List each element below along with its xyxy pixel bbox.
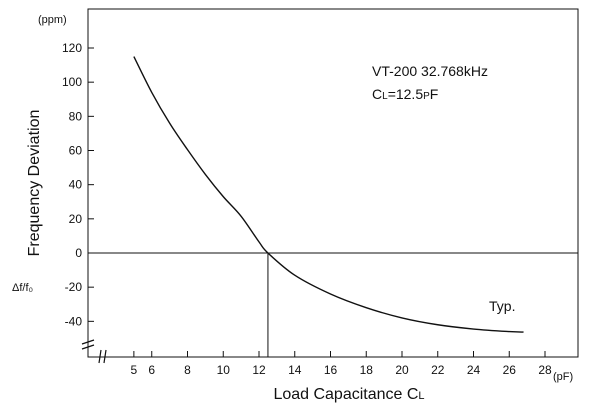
series-line xyxy=(133,56,524,333)
x-tick-label: 6 xyxy=(148,363,155,377)
spec-value: =12.5 xyxy=(388,86,424,102)
spec-sub: L xyxy=(382,91,388,102)
x-axis-label: Load Capacitance CL xyxy=(273,386,424,403)
spec-unit: F xyxy=(430,86,439,102)
x-tick-label: 20 xyxy=(395,363,409,377)
x-tick-label: 18 xyxy=(360,363,374,377)
device-label: VT-200 32.768kHz xyxy=(372,63,488,79)
plot-area xyxy=(87,8,579,358)
spec-c: C xyxy=(372,86,382,102)
y-axis-secondary-label: Δf/f₀ xyxy=(12,282,33,294)
y-tick-label: -20 xyxy=(65,280,83,294)
x-axis-label-main: Load Capacitance C xyxy=(273,386,418,403)
x-tick-label: 24 xyxy=(467,363,481,377)
y-tick-label: 80 xyxy=(69,109,83,123)
x-tick-label: 8 xyxy=(184,363,191,377)
y-axis-break-mark xyxy=(81,339,95,350)
y-tick-label: 60 xyxy=(69,144,83,158)
x-tick-label: 12 xyxy=(252,363,266,377)
y-axis-label: Frequency Deviation xyxy=(26,110,43,257)
spec-unit-small: P xyxy=(423,91,430,102)
series-layer xyxy=(88,56,578,357)
x-tick-label: 26 xyxy=(503,363,517,377)
x-tick-label: 5 xyxy=(131,363,138,377)
x-unit-label: (pF) xyxy=(553,371,573,383)
y-tick-label: 100 xyxy=(62,75,82,89)
x-tick-label: 28 xyxy=(538,363,552,377)
ticks-layer: 120 100 80 60 40 20 0 -20 -40 5 6 8 10 12 14 16 18 20 22 24… xyxy=(62,41,552,377)
y-tick-label: 120 xyxy=(62,41,82,55)
x-axis-label-sub: L xyxy=(418,390,424,402)
x-tick-label: 14 xyxy=(288,363,302,377)
x-tick-label: 16 xyxy=(324,363,338,377)
typ-label: Typ. xyxy=(489,298,515,314)
y-tick-label: -40 xyxy=(65,314,83,328)
y-tick-label: 40 xyxy=(69,178,83,192)
x-tick-label: 10 xyxy=(217,363,231,377)
load-capacitance-spec: CL=12.5PF xyxy=(372,86,438,102)
y-tick-label: 0 xyxy=(75,246,82,260)
y-unit-label: (ppm) xyxy=(38,14,67,26)
x-tick-label: 22 xyxy=(431,363,445,377)
x-axis-break-mark xyxy=(98,349,107,364)
y-tick-label: 20 xyxy=(69,212,83,226)
